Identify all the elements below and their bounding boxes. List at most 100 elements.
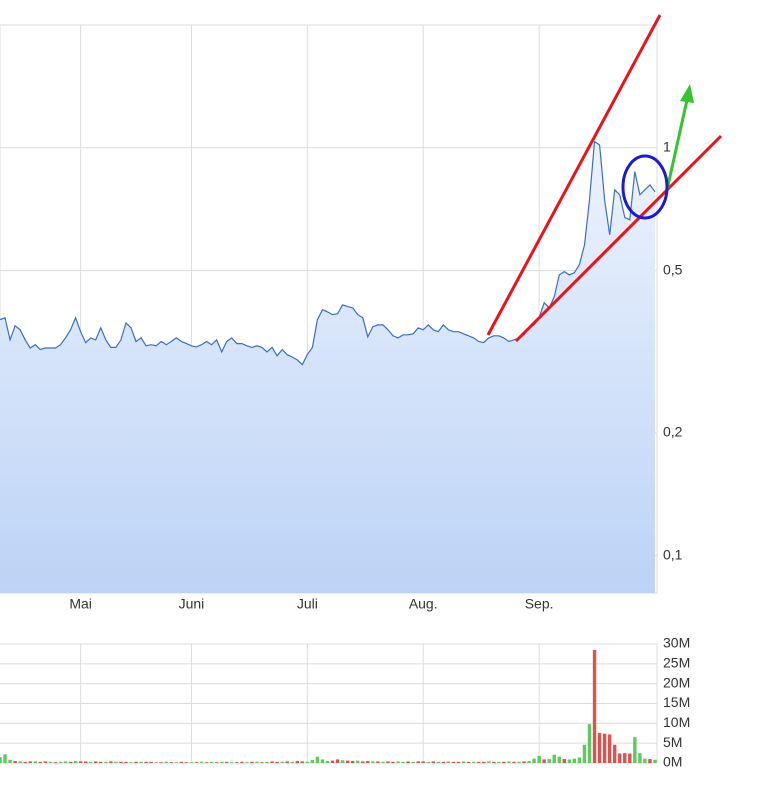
volume-bar (225, 761, 229, 763)
annotations (486, 14, 723, 343)
volume-bar (240, 761, 244, 763)
volume-bar (431, 761, 436, 763)
highlight-ellipse (621, 154, 669, 220)
volume-bar (476, 761, 481, 763)
y-tick-label: 0,1 (663, 546, 683, 562)
volume-bar (164, 761, 168, 763)
volume-bar (295, 761, 299, 763)
volume-bar (602, 733, 607, 763)
volume-bar (219, 761, 224, 763)
volume-bar (270, 761, 274, 763)
volume-bar (109, 761, 113, 763)
volume-bar (179, 761, 184, 763)
volume-bar (456, 761, 461, 763)
volume-bar (300, 761, 305, 763)
volume-bar (386, 761, 390, 763)
volume-bar (325, 761, 330, 763)
volume-bar (159, 762, 163, 763)
volume-bar (421, 761, 425, 763)
volume-bar (512, 761, 516, 763)
y-tick-label: 1 (663, 138, 671, 154)
volume-bar (204, 762, 209, 763)
volume-bar (537, 755, 541, 763)
volume-bar (290, 761, 294, 763)
volume-bar (230, 762, 234, 763)
volume-bar (43, 761, 48, 763)
volume-bar (366, 761, 370, 763)
volume-bar (582, 744, 587, 763)
price-panel: 0,1 0,2 0,5 1 Mai Juni Juli Aug. Sep. (0, 24, 683, 612)
y-tick-label: 0,5 (663, 261, 683, 277)
volume-bar (416, 761, 420, 763)
volume-bar (255, 761, 259, 763)
volume-bar (330, 760, 335, 763)
x-tick-label: Juli (297, 596, 318, 612)
volume-bar (461, 761, 466, 763)
volume-bar (78, 761, 83, 763)
volume-bar (265, 761, 269, 763)
volume-panel: 0M 5M 10M 15M 20M 25M 30M (0, 635, 690, 770)
y-tick-label: 5M (663, 734, 682, 750)
volume-bar (214, 762, 219, 763)
volume-bar (169, 762, 174, 763)
volume-bar (94, 761, 98, 763)
volume-bar (436, 761, 441, 763)
volume-bar (381, 761, 385, 763)
volume-bar (305, 761, 310, 763)
volume-bar (567, 759, 572, 763)
volume-bar (209, 761, 214, 763)
volume-bar (406, 761, 410, 763)
volume-bar (628, 753, 632, 763)
x-tick-label: Mai (69, 596, 92, 612)
volume-bar (441, 761, 446, 763)
volume-bar (391, 761, 395, 763)
volume-bar (345, 760, 350, 763)
volume-bar (114, 761, 118, 763)
volume-bar (633, 737, 637, 763)
area-fill (0, 141, 655, 593)
volume-bar (194, 762, 199, 763)
volume-bar (83, 761, 88, 763)
volume-bar (552, 754, 556, 763)
volume-bar (618, 753, 622, 763)
volume-bar (275, 761, 279, 763)
price-line (0, 140, 656, 366)
volume-bar (335, 759, 340, 763)
volume-bar (562, 759, 567, 763)
volume-bar (13, 761, 17, 763)
volume-bar (371, 761, 375, 763)
volume-bar (315, 756, 320, 763)
volume-bar (350, 761, 355, 763)
x-tick-label: Aug. (409, 596, 438, 612)
volume-bar (492, 761, 496, 763)
volume-bar (154, 762, 158, 763)
volume-bar (623, 753, 627, 763)
volume-bar (189, 762, 194, 763)
volume-bar (361, 761, 365, 763)
volume-bar (119, 761, 123, 763)
volume-bar (522, 761, 526, 763)
volume-bar (73, 761, 78, 763)
volume-bar (63, 761, 68, 763)
volume-bar (643, 758, 647, 763)
volume-bar (88, 761, 93, 763)
x-tick-label: Juni (179, 596, 205, 612)
volume-bar (28, 761, 32, 763)
y-tick-label: 10M (663, 714, 690, 730)
volume-bar (612, 744, 617, 763)
volume-bar (547, 759, 551, 763)
volume-bar (285, 761, 289, 763)
arrow-head (680, 84, 694, 103)
volume-bar (104, 761, 108, 763)
volume-bar (557, 756, 561, 763)
volume-bar (426, 761, 430, 763)
volume-bar (592, 649, 597, 763)
volume-bar (260, 762, 264, 763)
volume-bar (587, 724, 592, 763)
volume-bar (33, 761, 37, 763)
volume-bar (451, 761, 456, 763)
volume-bar (572, 758, 577, 763)
x-tick-label: Sep. (525, 596, 554, 612)
volume-bar (527, 761, 531, 763)
volume-bar (376, 761, 380, 763)
